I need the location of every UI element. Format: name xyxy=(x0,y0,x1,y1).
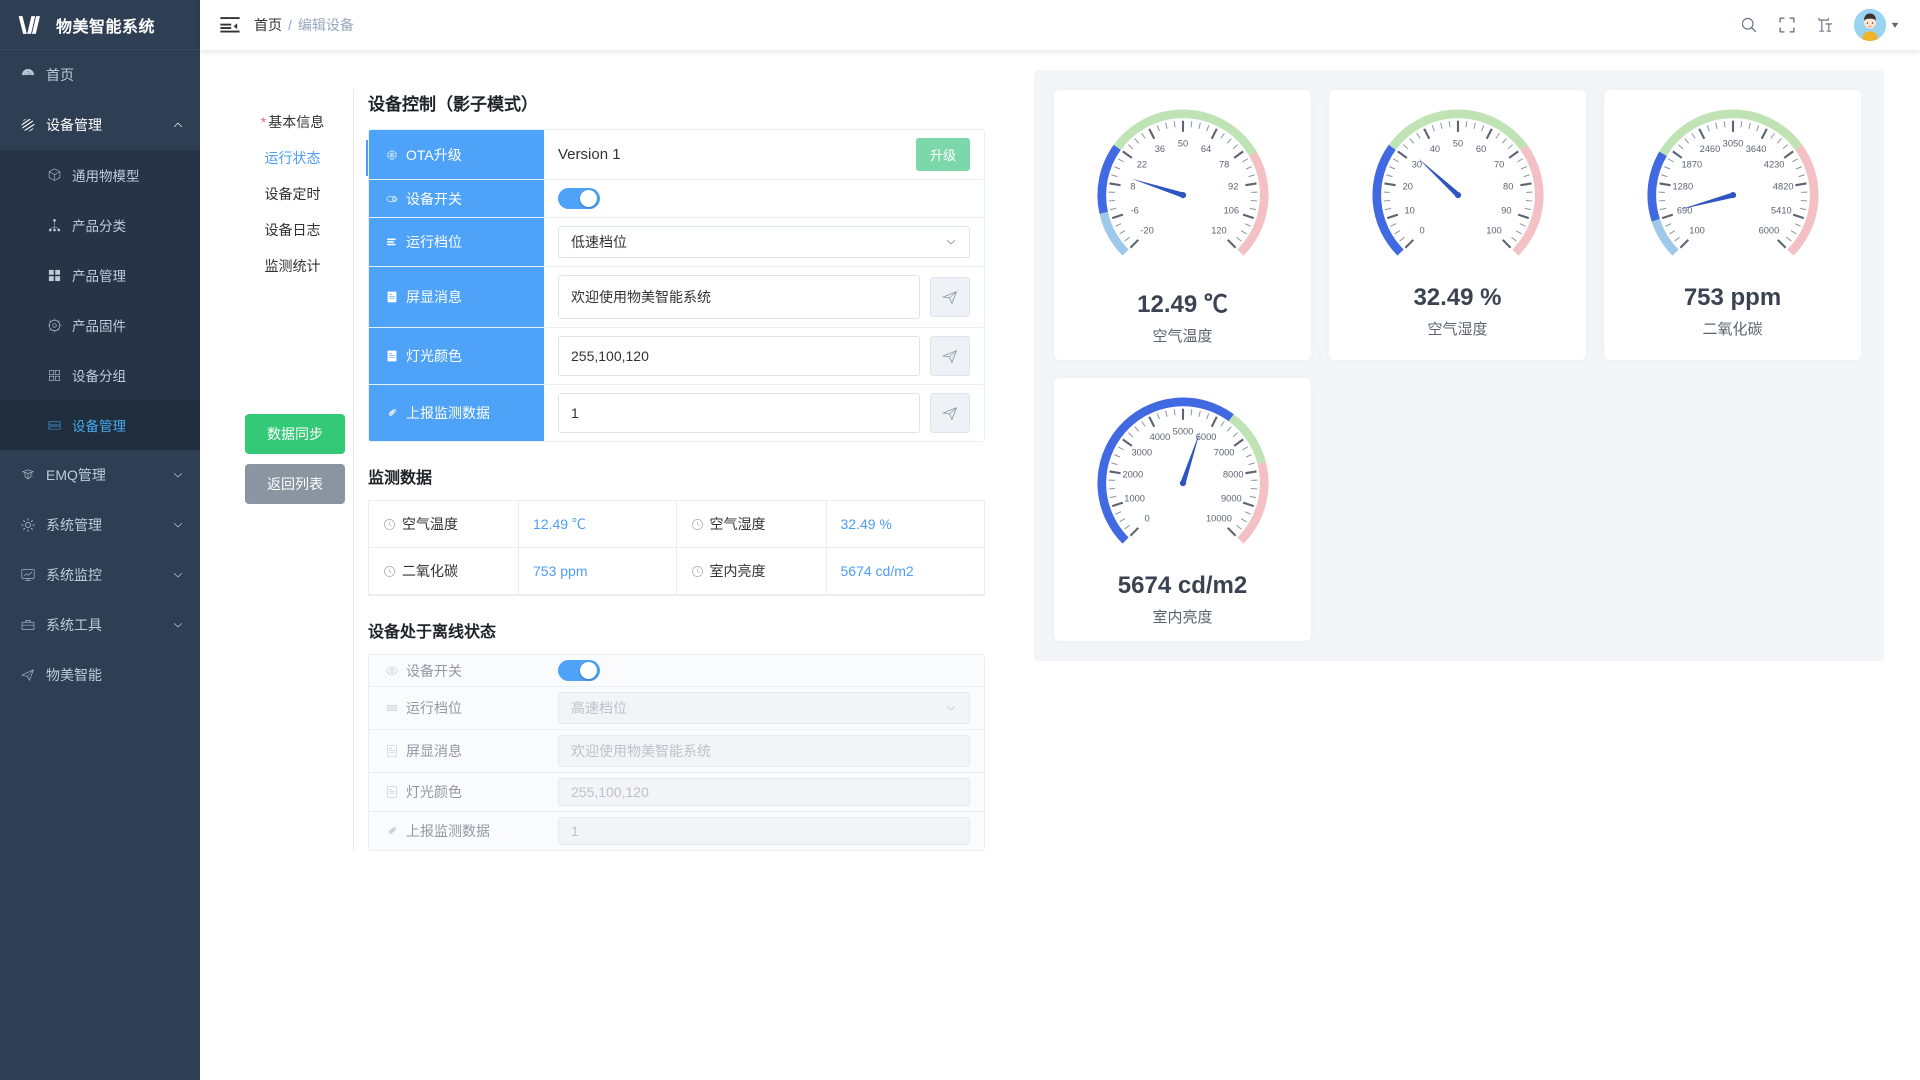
svg-text:10000: 10000 xyxy=(1206,514,1232,524)
svg-text:1280: 1280 xyxy=(1672,182,1693,192)
svg-text:3640: 3640 xyxy=(1745,144,1766,154)
svg-text:92: 92 xyxy=(1228,182,1238,192)
svg-text:20: 20 xyxy=(1402,182,1412,192)
svg-text:8000: 8000 xyxy=(1222,470,1243,480)
svg-text:90: 90 xyxy=(1501,205,1511,215)
svg-text:5000: 5000 xyxy=(1172,427,1193,437)
svg-text:10: 10 xyxy=(1404,205,1414,215)
svg-text:78: 78 xyxy=(1218,160,1228,170)
svg-text:-6: -6 xyxy=(1130,205,1138,215)
svg-text:3000: 3000 xyxy=(1131,448,1152,458)
svg-text:106: 106 xyxy=(1223,205,1239,215)
svg-text:80: 80 xyxy=(1503,182,1513,192)
svg-text:100: 100 xyxy=(1486,226,1502,236)
svg-text:1870: 1870 xyxy=(1681,160,1702,170)
svg-text:64: 64 xyxy=(1200,144,1210,154)
svg-text:-20: -20 xyxy=(1140,226,1153,236)
svg-text:8: 8 xyxy=(1130,182,1135,192)
svg-text:0: 0 xyxy=(1144,514,1149,524)
svg-text:7000: 7000 xyxy=(1213,448,1234,458)
svg-text:2460: 2460 xyxy=(1699,144,1720,154)
svg-text:0: 0 xyxy=(1419,226,1424,236)
svg-text:50: 50 xyxy=(1452,139,1462,149)
svg-text:70: 70 xyxy=(1493,160,1503,170)
svg-text:22: 22 xyxy=(1136,160,1146,170)
svg-text:120: 120 xyxy=(1211,226,1227,236)
svg-text:2000: 2000 xyxy=(1122,470,1143,480)
svg-text:6000: 6000 xyxy=(1195,432,1216,442)
svg-text:3050: 3050 xyxy=(1722,139,1743,149)
svg-text:40: 40 xyxy=(1429,144,1439,154)
svg-text:4000: 4000 xyxy=(1149,432,1170,442)
svg-text:30: 30 xyxy=(1411,160,1421,170)
svg-text:9000: 9000 xyxy=(1221,493,1242,503)
svg-text:6000: 6000 xyxy=(1758,226,1779,236)
svg-text:36: 36 xyxy=(1154,144,1164,154)
svg-text:100: 100 xyxy=(1689,226,1705,236)
svg-text:4230: 4230 xyxy=(1763,160,1784,170)
svg-text:5410: 5410 xyxy=(1771,205,1792,215)
svg-text:50: 50 xyxy=(1177,139,1187,149)
svg-text:60: 60 xyxy=(1475,144,1485,154)
svg-text:1000: 1000 xyxy=(1124,493,1145,503)
svg-text:4820: 4820 xyxy=(1772,182,1793,192)
